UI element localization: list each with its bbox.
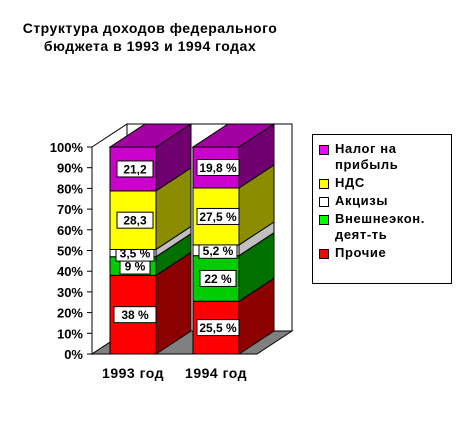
data-label: 5,2 % <box>203 244 234 258</box>
chart-title-line-1: Структура доходов федерального <box>22 20 278 36</box>
legend-label-profit-tax: Налог на прибыль <box>335 141 399 172</box>
legend-item-vat: НДС <box>319 175 451 191</box>
data-label: 21,2 <box>123 162 147 176</box>
data-label: 38 % <box>121 308 149 322</box>
data-label-box <box>113 306 157 324</box>
legend-item-other: Прочие <box>319 245 451 261</box>
data-label: 28,3 <box>123 214 147 228</box>
bar-top <box>108 123 193 148</box>
y-tick-label: 20% <box>57 306 83 321</box>
chart-legend: Налог на прибыль НДС Акцизы Внешнеэкон. … <box>312 134 452 284</box>
bar-top <box>191 123 276 148</box>
data-label: 3,5 % <box>120 247 151 261</box>
legend-item-excise: Акцизы <box>319 193 451 209</box>
data-label-box <box>196 207 240 225</box>
legend-swatch-other <box>319 249 329 259</box>
data-label: 27,5 % <box>199 210 237 224</box>
data-label: 22 % <box>204 272 232 286</box>
y-tick-label: 60% <box>57 223 83 238</box>
y-tick-label: 80% <box>57 181 83 196</box>
legend-label-other: Прочие <box>335 245 387 260</box>
legend-label-foreign-trade: Внешнеэкон. деят-ть <box>335 211 425 242</box>
legend-swatch-vat <box>319 179 329 189</box>
y-tick-label: 100% <box>50 140 84 155</box>
chart-title: Структура доходов федерального бюджета в… <box>0 19 300 55</box>
data-label-box <box>199 269 237 287</box>
data-label-box <box>116 211 154 229</box>
data-label-box <box>116 160 154 178</box>
y-tick-label: 50% <box>57 244 83 259</box>
x-category-label: 1994 год <box>185 365 247 381</box>
y-tick-label: 90% <box>57 161 83 176</box>
y-tick-label: 30% <box>57 285 83 300</box>
x-category-label: 1993 год <box>102 365 164 381</box>
y-tick-label: 10% <box>57 326 83 341</box>
legend-item-profit-tax: Налог на прибыль <box>319 141 451 173</box>
y-tick-label: 70% <box>57 202 83 217</box>
data-label: 25,5 % <box>199 321 237 335</box>
chart-title-line-2: бюджета в 1993 и 1994 годах <box>43 38 257 54</box>
legend-swatch-excise <box>319 197 329 207</box>
legend-swatch-profit-tax <box>319 145 329 155</box>
y-tick-label: 40% <box>57 264 83 279</box>
data-label: 9 % <box>125 260 146 274</box>
legend-item-foreign-trade: Внешнеэкон. деят-ть <box>319 211 451 243</box>
legend-swatch-foreign-trade <box>319 215 329 225</box>
legend-label-excise: Акцизы <box>335 193 389 208</box>
data-label: 19,8 % <box>199 161 237 175</box>
y-tick-label: 0% <box>64 347 83 362</box>
legend-label-vat: НДС <box>335 175 365 190</box>
data-label-box <box>196 158 240 176</box>
data-label-box <box>196 319 240 337</box>
